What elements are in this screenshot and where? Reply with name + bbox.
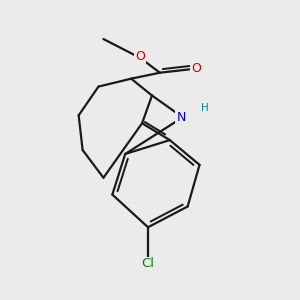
Text: O: O: [135, 50, 145, 63]
Text: O: O: [191, 62, 201, 75]
Text: N: N: [176, 111, 186, 124]
Text: Cl: Cl: [142, 257, 154, 270]
Text: H: H: [201, 103, 208, 113]
